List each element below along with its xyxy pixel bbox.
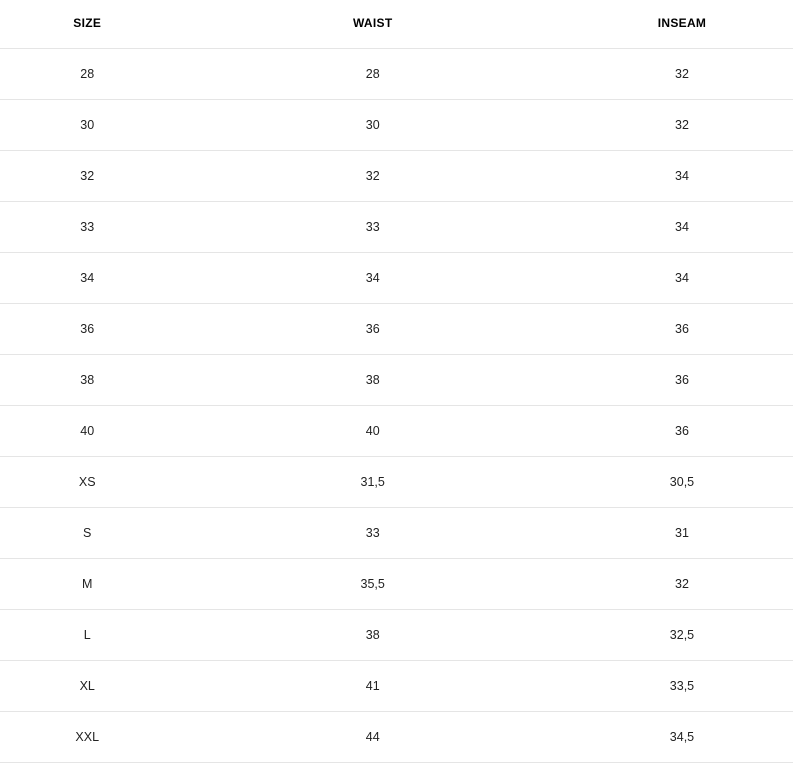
table-row: XS31,530,5 [0, 457, 793, 508]
cell-waist: 33 [174, 508, 571, 559]
cell-inseam: 36 [571, 406, 793, 457]
table-row: XXL4434,5 [0, 712, 793, 763]
cell-size: S [0, 508, 174, 559]
table-row: L3832,5 [0, 610, 793, 661]
cell-inseam: 34 [571, 202, 793, 253]
col-header-waist: WAIST [174, 0, 571, 49]
cell-size: L [0, 610, 174, 661]
cell-inseam: 30,5 [571, 457, 793, 508]
cell-waist: 34 [174, 253, 571, 304]
cell-inseam: 32,5 [571, 610, 793, 661]
cell-waist: 28 [174, 49, 571, 100]
cell-size: 30 [0, 100, 174, 151]
cell-size: 36 [0, 304, 174, 355]
table-row: M35,532 [0, 559, 793, 610]
cell-size: XS [0, 457, 174, 508]
cell-inseam: 34 [571, 253, 793, 304]
cell-size: XXL [0, 712, 174, 763]
cell-inseam: 34 [571, 151, 793, 202]
table-row: 303032 [0, 100, 793, 151]
table-header-row: SIZE WAIST INSEAM [0, 0, 793, 49]
cell-waist: 32 [174, 151, 571, 202]
table-row: 404036 [0, 406, 793, 457]
table-row: 383836 [0, 355, 793, 406]
cell-inseam: 32 [571, 49, 793, 100]
table-row: 363636 [0, 304, 793, 355]
cell-inseam: 32 [571, 100, 793, 151]
cell-size: 38 [0, 355, 174, 406]
table-row: XL4133,5 [0, 661, 793, 712]
cell-waist: 31,5 [174, 457, 571, 508]
col-header-inseam: INSEAM [571, 0, 793, 49]
cell-inseam: 34,5 [571, 712, 793, 763]
cell-waist: 35,5 [174, 559, 571, 610]
cell-size: 28 [0, 49, 174, 100]
table-row: 333334 [0, 202, 793, 253]
cell-waist: 44 [174, 712, 571, 763]
cell-waist: 30 [174, 100, 571, 151]
table-row: 323234 [0, 151, 793, 202]
cell-inseam: 32 [571, 559, 793, 610]
cell-size: 32 [0, 151, 174, 202]
cell-waist: 38 [174, 355, 571, 406]
table-row: 343434 [0, 253, 793, 304]
cell-size: 34 [0, 253, 174, 304]
cell-inseam: 31 [571, 508, 793, 559]
cell-size: XL [0, 661, 174, 712]
cell-waist: 41 [174, 661, 571, 712]
col-header-size: SIZE [0, 0, 174, 49]
cell-waist: 40 [174, 406, 571, 457]
cell-inseam: 33,5 [571, 661, 793, 712]
table-row: 282832 [0, 49, 793, 100]
cell-size: 40 [0, 406, 174, 457]
cell-size: M [0, 559, 174, 610]
table-row: S3331 [0, 508, 793, 559]
cell-inseam: 36 [571, 304, 793, 355]
cell-waist: 38 [174, 610, 571, 661]
cell-waist: 36 [174, 304, 571, 355]
size-chart-table: SIZE WAIST INSEAM 2828323030323232343333… [0, 0, 793, 763]
cell-inseam: 36 [571, 355, 793, 406]
cell-size: 33 [0, 202, 174, 253]
cell-waist: 33 [174, 202, 571, 253]
